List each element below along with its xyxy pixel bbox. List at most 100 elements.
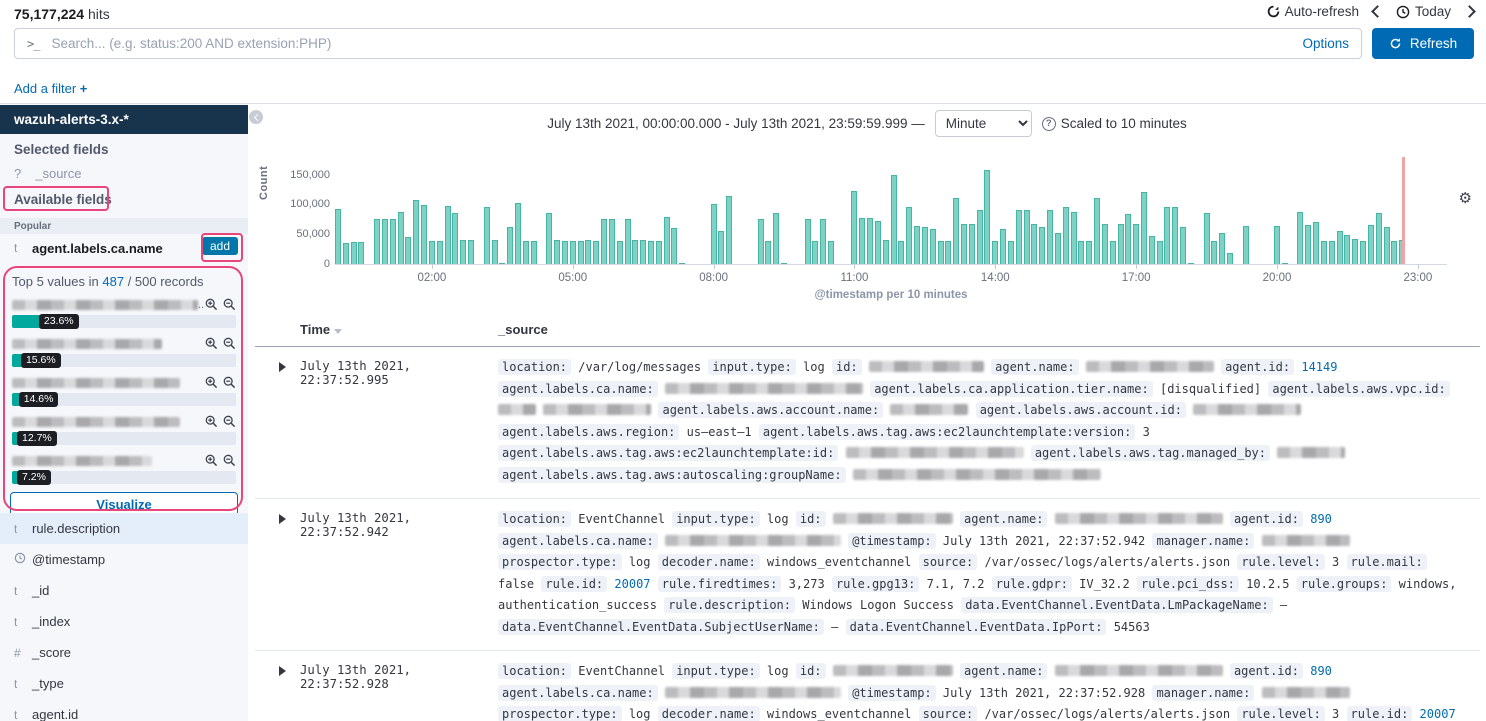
histogram-bar[interactable] [1297, 211, 1304, 264]
histogram-bar[interactable] [1375, 213, 1382, 264]
histogram-bar[interactable] [1140, 192, 1147, 264]
field-value-link[interactable]: 14149 [1301, 360, 1338, 374]
histogram-bar[interactable] [452, 213, 459, 264]
histogram-bar[interactable] [1062, 207, 1069, 264]
histogram-bar[interactable] [1172, 207, 1179, 264]
histogram-bar[interactable] [530, 241, 537, 264]
histogram-bar[interactable] [906, 207, 913, 264]
histogram-bar[interactable] [882, 240, 889, 264]
index-pattern-selector[interactable]: wazuh-alerts-3.x-* [0, 105, 248, 134]
auto-refresh-button[interactable]: Auto-refresh [1267, 4, 1359, 19]
histogram-bar[interactable] [1180, 227, 1187, 264]
field-value-link[interactable]: 890 [1310, 512, 1332, 526]
histogram-bar[interactable] [976, 210, 983, 264]
histogram-bar[interactable] [921, 227, 928, 264]
histogram-bar[interactable] [1117, 224, 1124, 264]
histogram-bar[interactable] [374, 218, 381, 264]
histogram-bar[interactable] [867, 218, 874, 264]
histogram-bar[interactable] [460, 240, 467, 264]
histogram-bar[interactable] [593, 241, 600, 264]
histogram-bar[interactable] [1352, 238, 1359, 264]
magnify-plus-icon[interactable] [205, 337, 218, 350]
field-item-agent-labels-ca-name[interactable]: t agent.labels.ca.name add [0, 234, 248, 262]
previous-time-range-button[interactable] [1371, 5, 1384, 18]
histogram-bar[interactable] [1148, 235, 1155, 264]
histogram-bar[interactable] [1274, 226, 1280, 264]
magnify-minus-icon[interactable] [223, 298, 236, 311]
histogram-bar[interactable] [859, 218, 866, 264]
histogram-bar[interactable] [1078, 241, 1085, 264]
field-item-source[interactable]: ? _source [14, 166, 82, 181]
histogram-bar[interactable] [953, 198, 960, 264]
histogram-bar[interactable] [491, 239, 498, 264]
histogram-bar[interactable] [961, 224, 967, 264]
histogram-bar[interactable] [1164, 207, 1171, 264]
magnify-minus-icon[interactable] [223, 415, 236, 428]
collapse-sidebar-button[interactable] [249, 110, 263, 124]
interval-select[interactable]: Minute [934, 110, 1032, 137]
histogram-bar[interactable] [937, 241, 944, 264]
histogram-bar[interactable] [827, 240, 834, 264]
histogram-bar[interactable] [1203, 213, 1210, 264]
histogram-bar[interactable] [914, 226, 921, 264]
histogram-bar[interactable] [335, 208, 341, 264]
histogram-bar[interactable] [1211, 241, 1218, 264]
field-item-ruledescription[interactable]: t rule.description [0, 513, 248, 544]
histogram-bar[interactable] [820, 218, 827, 264]
histogram-bar[interactable] [726, 195, 733, 264]
histogram-bar[interactable] [1367, 225, 1374, 264]
histogram-bar[interactable] [1015, 210, 1022, 264]
histogram-bar[interactable] [381, 218, 388, 264]
histogram-bar[interactable] [992, 241, 999, 264]
histogram-bar[interactable] [1094, 198, 1101, 264]
magnify-plus-icon[interactable] [205, 454, 218, 467]
histogram-bar[interactable] [1047, 210, 1054, 264]
refresh-button[interactable]: Refresh [1372, 28, 1474, 59]
histogram-bar[interactable] [1336, 231, 1343, 264]
expand-row-icon[interactable] [279, 666, 286, 676]
magnify-plus-icon[interactable] [205, 376, 218, 389]
histogram-bar[interactable] [421, 204, 428, 264]
next-time-range-button[interactable] [1463, 5, 1476, 18]
magnify-plus-icon[interactable] [205, 415, 218, 428]
field-value-link[interactable]: 890 [1310, 664, 1332, 678]
histogram-bar[interactable] [1039, 227, 1046, 264]
histogram-bar[interactable] [710, 204, 717, 264]
histogram-bar[interactable] [804, 218, 811, 264]
histogram-bar[interactable] [350, 241, 357, 264]
histogram-bar[interactable] [601, 218, 608, 264]
histogram-bar[interactable] [468, 240, 475, 264]
histogram-bar[interactable] [1031, 224, 1038, 264]
histogram-bar[interactable] [428, 240, 435, 264]
histogram-bar[interactable] [718, 230, 725, 264]
histogram-bar[interactable] [655, 241, 662, 264]
histogram-bar[interactable] [1156, 241, 1163, 264]
histogram-bar[interactable] [890, 174, 897, 264]
histogram-bar[interactable] [1086, 241, 1093, 264]
histogram-bar[interactable] [1360, 241, 1367, 264]
histogram-bar[interactable] [342, 242, 349, 264]
magnify-minus-icon[interactable] [223, 337, 236, 350]
histogram-bar[interactable] [898, 241, 905, 264]
histogram-bar[interactable] [1320, 241, 1327, 264]
histogram-bar[interactable] [671, 228, 678, 264]
histogram-bar[interactable] [1007, 241, 1014, 264]
histogram-bar[interactable] [1344, 235, 1351, 264]
histogram-bar[interactable] [522, 241, 529, 264]
histogram-bar[interactable] [812, 240, 819, 264]
histogram-bar[interactable] [640, 240, 647, 264]
histogram-bar[interactable] [358, 241, 365, 264]
histogram-bar[interactable] [624, 218, 631, 264]
add-field-button[interactable]: add [201, 237, 238, 255]
histogram-bar[interactable] [1023, 210, 1030, 264]
histogram-bar[interactable] [1000, 229, 1007, 264]
histogram-bar[interactable] [514, 203, 521, 264]
histogram-bar[interactable] [648, 241, 654, 264]
field-value-link[interactable]: 20007 [614, 576, 651, 591]
histogram-bar[interactable] [663, 216, 670, 264]
histogram-bar[interactable] [1242, 226, 1249, 264]
histogram-bar[interactable] [984, 169, 991, 264]
histogram-bar[interactable] [1383, 227, 1390, 264]
field-item-id[interactable]: t _id [0, 575, 248, 606]
histogram-bar[interactable] [679, 262, 686, 264]
